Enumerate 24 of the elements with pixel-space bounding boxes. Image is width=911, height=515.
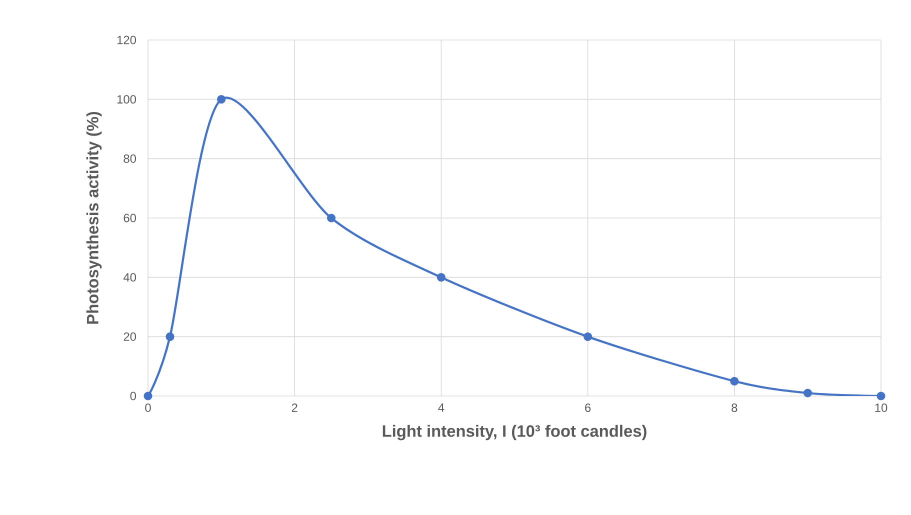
x-tick-label: 6 (585, 404, 591, 412)
point (876, 392, 886, 400)
x-axis-title: Light intensity, I (10³ foot candles) (382, 424, 646, 440)
point (436, 273, 446, 282)
y-tick-label: 0 (130, 392, 136, 400)
y-tick-label: 60 (124, 214, 136, 222)
x-tick-label: 2 (292, 404, 298, 412)
point (326, 214, 336, 222)
x-tick-label: 10 (875, 404, 888, 412)
point (217, 95, 226, 104)
point (730, 376, 739, 386)
point (584, 332, 592, 341)
y-tick-label: 80 (124, 154, 136, 163)
x-tick-label: 4 (438, 404, 444, 412)
x-tick-label: 8 (732, 404, 738, 412)
x-tick-label: 0 (145, 404, 151, 412)
y-tick-label: 20 (124, 332, 136, 341)
y-tick-label: 120 (117, 36, 136, 44)
point (166, 332, 174, 341)
y-tick-label: 40 (123, 273, 136, 282)
y-axis-title: Photosynthesis activity (%) (86, 112, 102, 324)
y-tick-label: 100 (117, 95, 136, 104)
point (144, 392, 152, 400)
point (803, 388, 812, 398)
